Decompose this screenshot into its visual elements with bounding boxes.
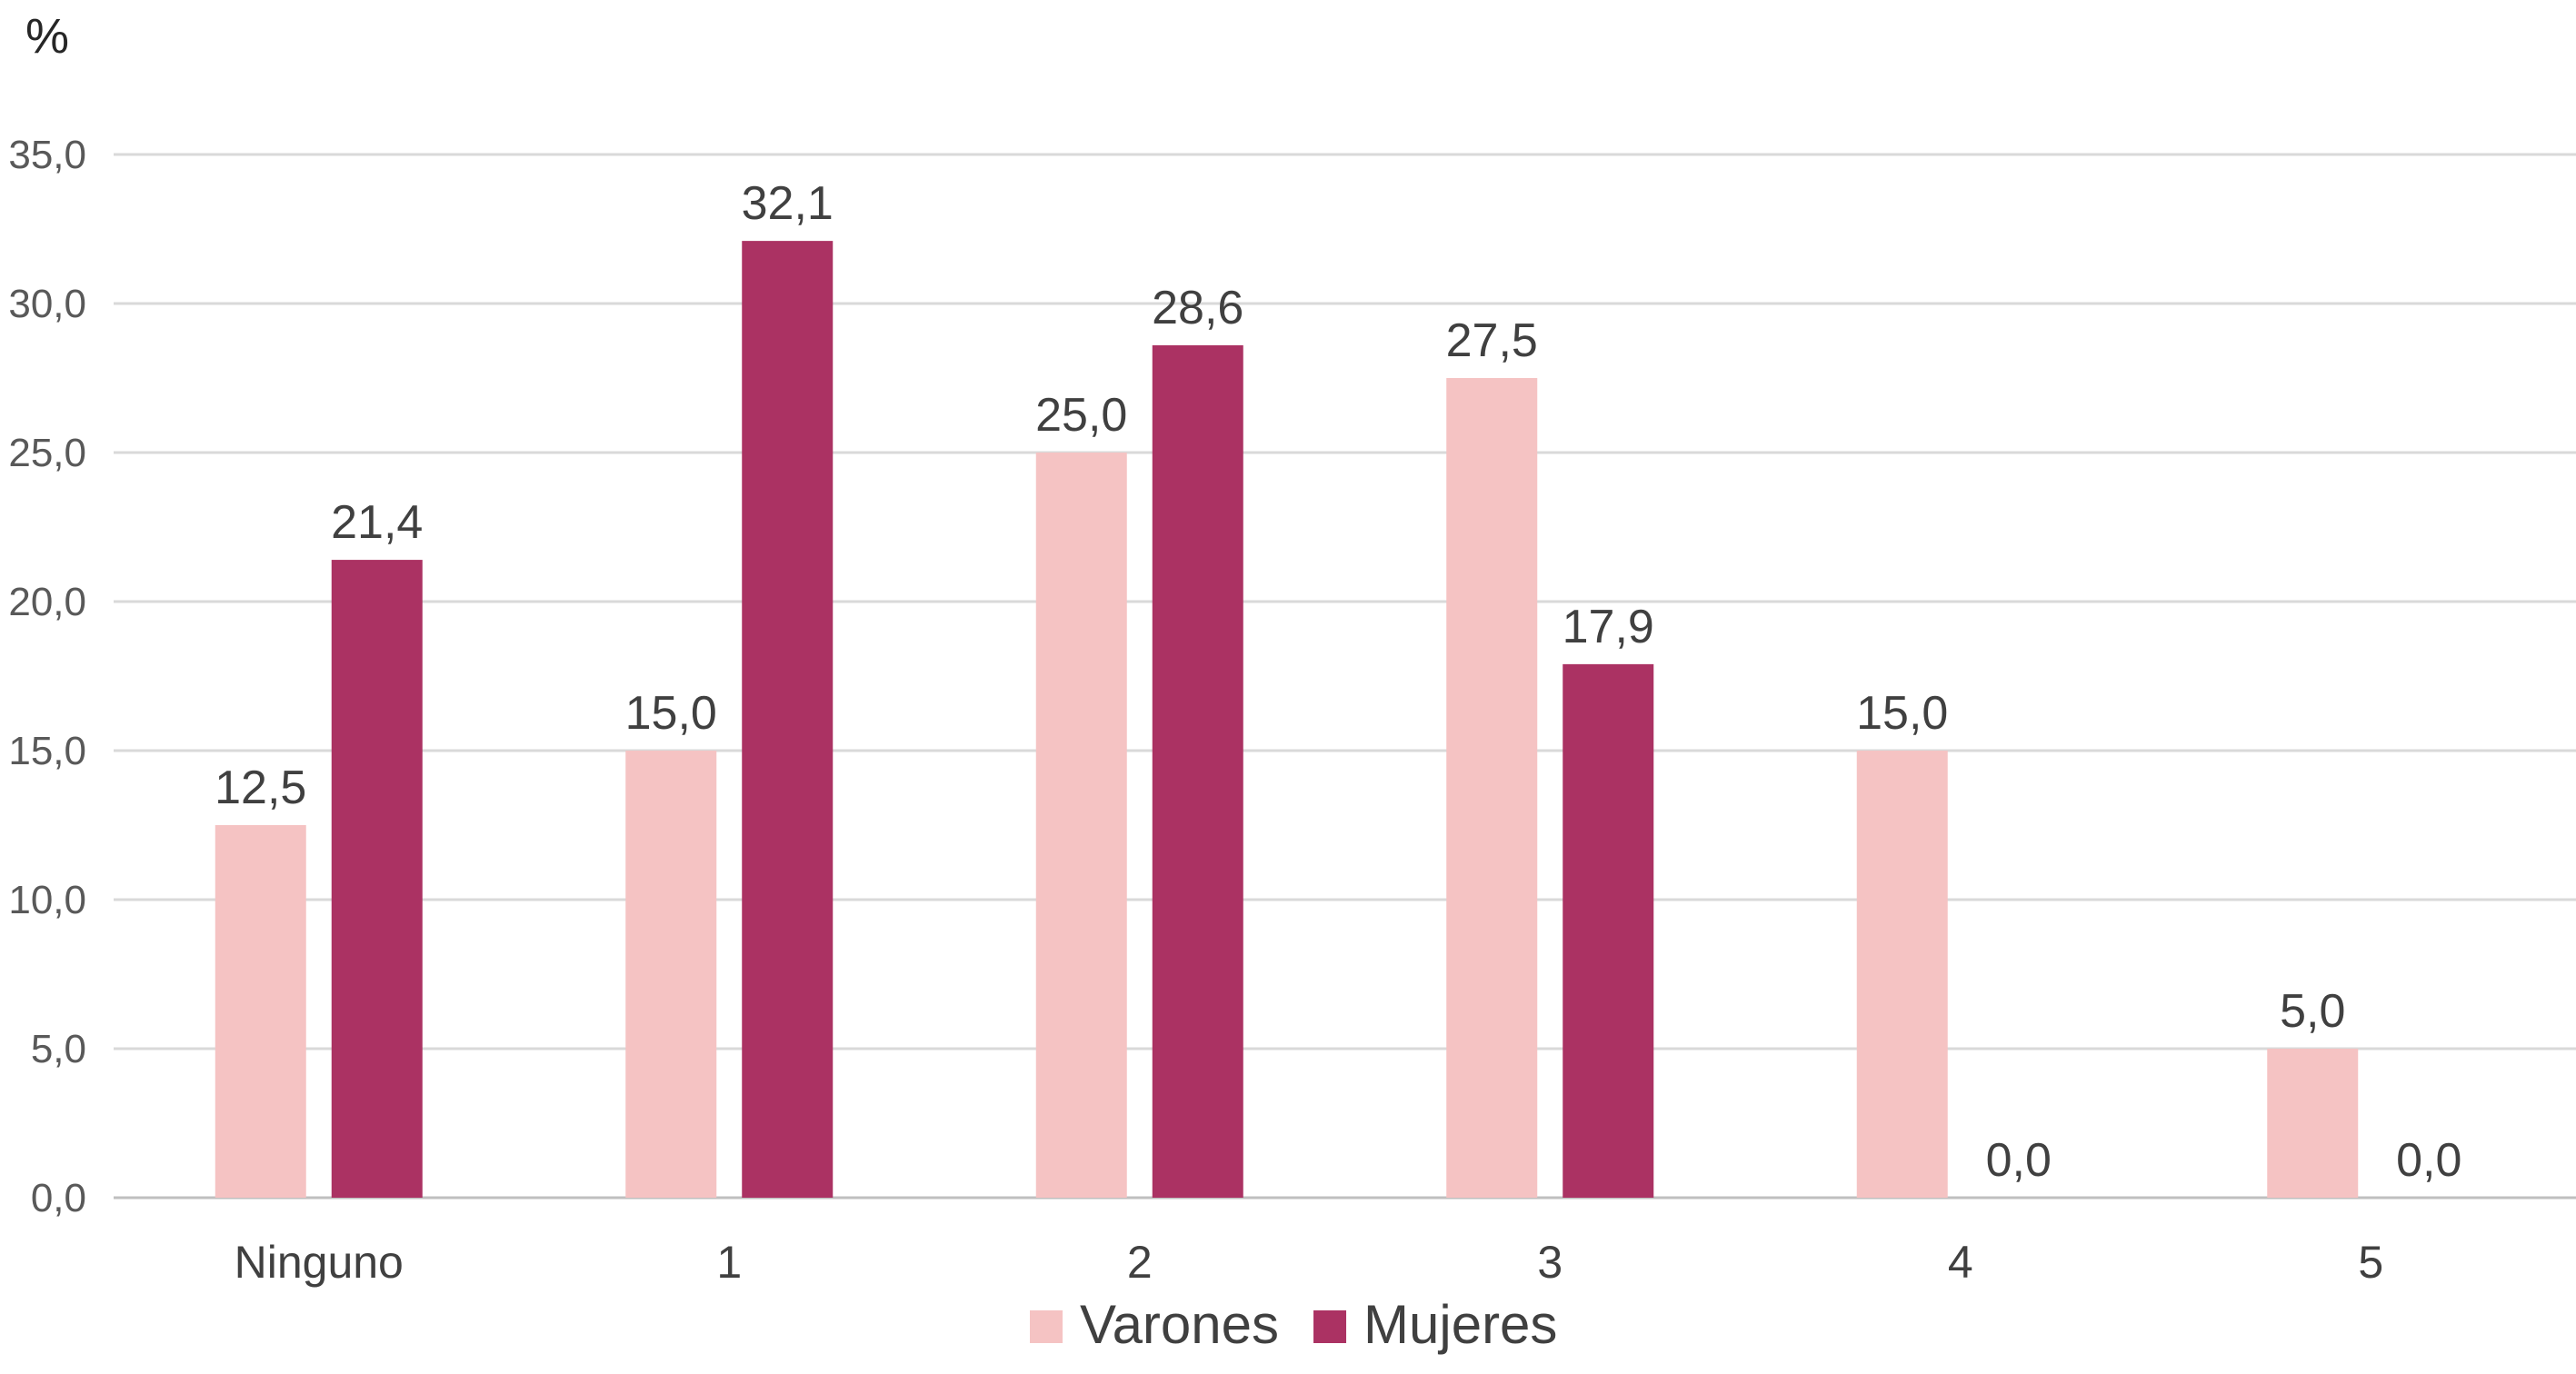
- data-label: 21,4: [331, 496, 423, 549]
- data-label: 0,0: [2396, 1134, 2461, 1187]
- data-label: 15,0: [625, 687, 717, 740]
- x-category-label: 1: [716, 1237, 742, 1288]
- bars: [215, 241, 2359, 1198]
- bar-varones: [1035, 453, 1127, 1198]
- y-tick-label: 30,0: [8, 282, 86, 326]
- legend-swatch-varones: [1030, 1310, 1063, 1343]
- bar-varones: [625, 751, 717, 1198]
- data-label: 27,5: [1446, 314, 1538, 367]
- legend-label-varones: Varones: [1080, 1294, 1279, 1355]
- data-label: 5,0: [2280, 985, 2345, 1038]
- bar-mujeres: [1152, 344, 1243, 1198]
- bar-varones: [2267, 1049, 2359, 1198]
- y-unit-label: %: [25, 9, 69, 64]
- bar-mujeres: [1563, 663, 1654, 1198]
- gridlines: [114, 153, 2576, 1200]
- data-label: 12,5: [215, 762, 306, 814]
- y-tick-label: 10,0: [8, 878, 86, 922]
- bar-mujeres: [742, 241, 834, 1198]
- x-category-label: 5: [2358, 1237, 2383, 1288]
- bar-varones: [215, 825, 306, 1198]
- legend: Varones Mujeres: [1030, 1294, 1557, 1355]
- y-tick-label: 15,0: [8, 729, 86, 773]
- data-label: 25,0: [1035, 389, 1127, 442]
- data-label: 28,6: [1152, 282, 1243, 334]
- x-category-label: 4: [1948, 1237, 1973, 1288]
- legend-label-mujeres: Mujeres: [1363, 1294, 1557, 1355]
- y-tick-label: 25,0: [8, 431, 86, 475]
- x-axis-categories: Ninguno 1 2 3 4 5: [235, 1237, 2384, 1288]
- x-category-label: 2: [1127, 1237, 1153, 1288]
- x-category-label: Ninguno: [235, 1237, 404, 1288]
- bar-varones: [1856, 751, 1948, 1198]
- y-tick-label: 20,0: [8, 580, 86, 624]
- bar-varones: [1446, 378, 1538, 1198]
- y-tick-label: 0,0: [31, 1176, 86, 1220]
- data-label: 32,1: [742, 177, 834, 230]
- data-label: 17,9: [1563, 601, 1654, 653]
- y-tick-label: 5,0: [31, 1027, 86, 1071]
- bar-mujeres: [331, 560, 423, 1198]
- data-label: 0,0: [1986, 1134, 2052, 1187]
- x-category-label: 3: [1537, 1237, 1563, 1288]
- data-labels: 12,5 21,4 15,0 32,1 25,0 28,6 27,5 17,9 15,0 0,0 5…: [215, 177, 2461, 1187]
- y-tick-label: 35,0: [8, 133, 86, 177]
- y-axis-ticks: 0,0 5,0 10,0 15,0 20,0 25,0 30,0 35,0: [8, 133, 86, 1220]
- legend-swatch-mujeres: [1313, 1310, 1347, 1343]
- data-label: 15,0: [1856, 687, 1948, 740]
